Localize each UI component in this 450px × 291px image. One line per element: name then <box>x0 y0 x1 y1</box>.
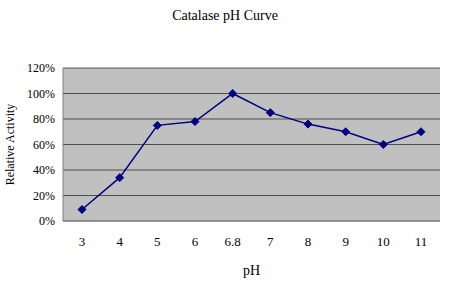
svg-text:Relative Activity: Relative Activity <box>8 104 17 186</box>
html-text:Catalase pH Curve: Catalase pH Curve <box>172 8 278 23</box>
svg-text:pH: pH <box>243 263 260 278</box>
svg-text:100%: 100% <box>27 87 55 101</box>
svg-text:80%: 80% <box>33 112 55 126</box>
svg-text:5: 5 <box>154 234 161 249</box>
svg-text:7: 7 <box>267 234 274 249</box>
svg-text:4: 4 <box>116 234 123 249</box>
svg-text:10: 10 <box>377 234 390 249</box>
svg-text:9: 9 <box>342 234 349 249</box>
svg-text:6: 6 <box>192 234 199 249</box>
svg-text:6.8: 6.8 <box>225 234 241 249</box>
svg-text:11: 11 <box>415 234 428 249</box>
svg-text:8: 8 <box>305 234 312 249</box>
svg-text:40%: 40% <box>33 163 55 177</box>
svg-text:60%: 60% <box>33 138 55 152</box>
svg-text:120%: 120% <box>27 61 55 75</box>
svg-text:0%: 0% <box>39 214 55 228</box>
svg-text:20%: 20% <box>33 189 55 203</box>
svg-text:3: 3 <box>79 234 86 249</box>
